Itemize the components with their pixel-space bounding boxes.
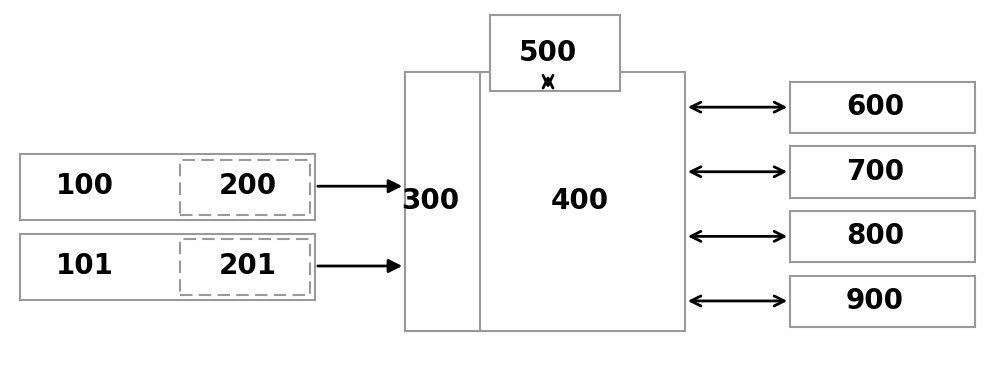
FancyBboxPatch shape [790, 211, 975, 262]
FancyBboxPatch shape [405, 72, 685, 331]
FancyBboxPatch shape [790, 82, 975, 133]
FancyBboxPatch shape [180, 160, 310, 215]
FancyBboxPatch shape [490, 15, 620, 91]
Text: 300: 300 [401, 187, 459, 215]
Text: 600: 600 [846, 93, 904, 121]
Text: 900: 900 [846, 287, 904, 315]
Text: 101: 101 [56, 252, 114, 280]
FancyBboxPatch shape [405, 72, 480, 331]
Text: 100: 100 [56, 172, 114, 200]
Text: 200: 200 [219, 172, 277, 200]
FancyBboxPatch shape [790, 276, 975, 327]
FancyBboxPatch shape [790, 146, 975, 198]
Text: 500: 500 [519, 39, 577, 67]
Text: 201: 201 [219, 252, 277, 280]
FancyBboxPatch shape [20, 234, 315, 300]
FancyBboxPatch shape [20, 154, 315, 220]
Text: 700: 700 [846, 158, 904, 186]
FancyBboxPatch shape [180, 239, 310, 294]
Text: 400: 400 [551, 187, 609, 215]
Text: 800: 800 [846, 222, 904, 250]
